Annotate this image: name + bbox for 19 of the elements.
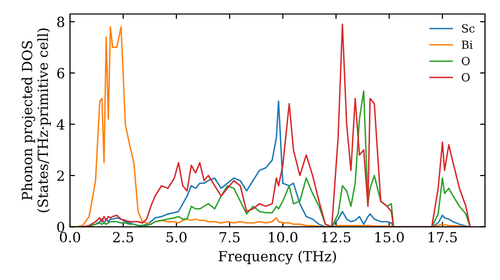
legend-label: Bi (462, 40, 473, 49)
y-tick-label: 0 (57, 222, 64, 232)
y-axis-title: Phonon projected DOS (States/THz·primitive cell) (22, 28, 51, 212)
x-tick-label: 0.0 (60, 232, 80, 242)
y-tick-label: 8 (57, 16, 64, 28)
x-tick-label: 5.0 (166, 232, 187, 242)
x-tick-label: 7.5 (220, 232, 240, 242)
x-tick-label: 10.0 (269, 232, 298, 242)
y-tick-label: 4 (56, 119, 64, 130)
x-tick-label: 17.5 (428, 232, 457, 242)
y-tick-label: 2 (57, 170, 64, 181)
legend-label: O (462, 56, 470, 66)
legend-label: O (462, 73, 470, 82)
y-tick-label: 6 (57, 68, 64, 78)
x-tick-label: 2.5 (113, 232, 134, 242)
x-tick-label: 12.5 (322, 232, 350, 242)
x-axis-title: Frequency (THz) (218, 250, 336, 264)
x-tick-label: 15.0 (375, 232, 404, 242)
legend-label: Sc (462, 24, 474, 33)
